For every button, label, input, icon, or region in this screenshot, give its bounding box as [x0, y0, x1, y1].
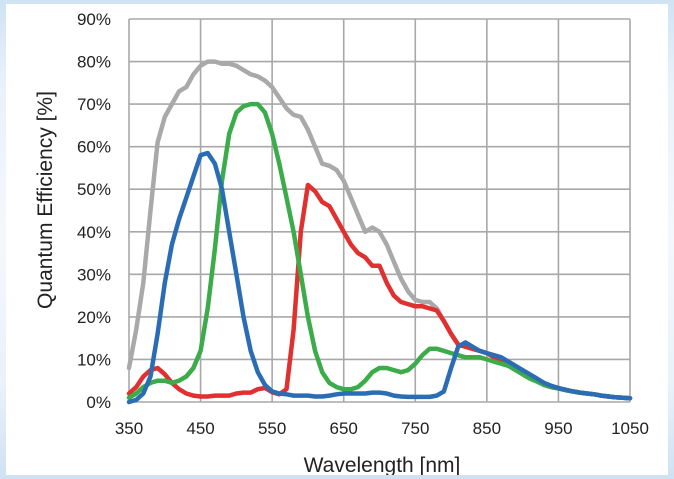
chart-panel: 0% 10% 20% 30% 40% 50% 60% 70% 80% 90% 350 450 550 6…: [6, 4, 668, 475]
grid: [128, 18, 631, 403]
x-axis-title: Wavelength [nm]: [304, 454, 461, 475]
y-tick-label: 80%: [77, 53, 111, 72]
series-line-3: [126, 150, 633, 405]
series-line-2: [126, 101, 633, 401]
y-tick-label: 70%: [77, 95, 111, 114]
x-tick-label: 950: [544, 419, 572, 438]
x-tick-label: 850: [473, 419, 501, 438]
x-tick-label: 1050: [611, 419, 649, 438]
y-tick-label: 60%: [77, 138, 111, 157]
x-tick-label: 550: [258, 419, 286, 438]
y-tick-label: 30%: [77, 265, 111, 284]
x-tick-labels: 350 450 550 650 750 850 950 1050: [115, 419, 649, 438]
y-tick-label: 10%: [77, 350, 111, 369]
series-line-0: [126, 59, 633, 401]
qe-chart: 0% 10% 20% 30% 40% 50% 60% 70% 80% 90% 350 450 550 6…: [34, 10, 649, 475]
y-tick-label: 20%: [77, 308, 111, 327]
y-tick-label: 90%: [77, 10, 111, 29]
y-tick-label: 50%: [77, 180, 111, 199]
x-tick-label: 750: [401, 419, 429, 438]
y-tick-labels: 0% 10% 20% 30% 40% 50% 60% 70% 80% 90%: [77, 10, 111, 412]
y-tick-label: 0%: [86, 393, 111, 412]
x-tick-label: 350: [115, 419, 143, 438]
x-tick-label: 450: [186, 419, 214, 438]
y-tick-label: 40%: [77, 223, 111, 242]
series-group: [126, 59, 633, 405]
x-tick-label: 650: [330, 419, 358, 438]
y-axis-title: Quantum Efficiency [%]: [34, 91, 57, 309]
